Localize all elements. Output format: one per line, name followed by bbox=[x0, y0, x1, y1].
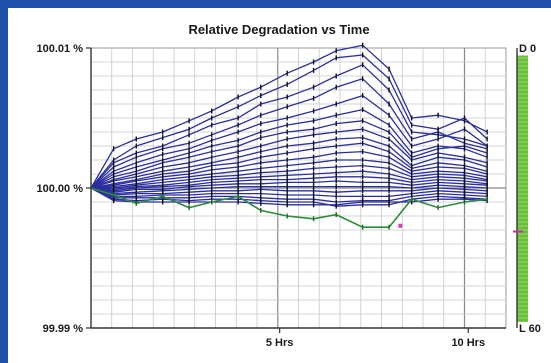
chart-title: Relative Degradation vs Time bbox=[188, 22, 369, 37]
marker-point bbox=[398, 223, 403, 228]
axes: 100.01 % 100.00 % 99.99 % 5 Hrs 10 Hrs bbox=[37, 43, 506, 349]
side-scale-bar: D 0 L 60 bbox=[513, 43, 541, 335]
y-tick-label: 100.01 % bbox=[37, 43, 84, 55]
chart-window: Relative Degradation vs Time 100.01 % 100… bbox=[8, 8, 551, 363]
side-bar-bottom-label: L 60 bbox=[519, 323, 541, 335]
series-group bbox=[90, 42, 488, 209]
side-bar-top-label: D 0 bbox=[519, 43, 536, 55]
y-tick-label: 99.99 % bbox=[43, 323, 84, 335]
side-bar-fill bbox=[517, 56, 528, 322]
degradation-chart: Relative Degradation vs Time 100.01 %100… bbox=[37, 22, 541, 349]
x-tick-label: 5 Hrs bbox=[266, 337, 294, 349]
x-tick-label: 10 Hrs bbox=[451, 337, 485, 349]
y-tick-label: 100.00 % bbox=[37, 183, 84, 195]
highlight-series-group bbox=[90, 187, 488, 230]
